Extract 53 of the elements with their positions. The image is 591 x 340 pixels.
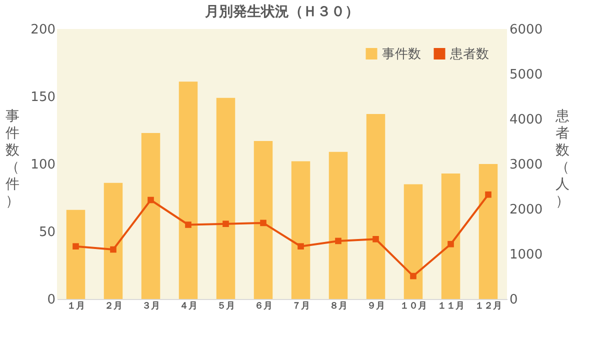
y-tick-label: 50 [38, 225, 56, 240]
point [448, 240, 454, 248]
bar [66, 210, 86, 299]
bar [328, 152, 348, 299]
x-tick-label: １月 [66, 300, 85, 312]
y2-tick-label: 6000 [510, 22, 543, 38]
x-tick-label: ７月 [292, 300, 310, 312]
y2-tick-label: 3000 [510, 158, 543, 172]
x-tick-label: １１月 [437, 300, 464, 312]
point [260, 220, 266, 226]
point [72, 243, 79, 250]
point [410, 272, 416, 280]
y-tick-label: 0 [47, 292, 56, 308]
bar [254, 141, 273, 299]
point [185, 222, 192, 228]
y2-tick-label: 0 [510, 292, 518, 308]
chart-title: 月別発生状況（Ｈ３０） [204, 4, 359, 20]
bar [441, 173, 460, 299]
bar [404, 184, 423, 299]
bar [216, 98, 236, 299]
y2-axis-title: 患者数（人） [554, 108, 570, 210]
point [298, 243, 304, 250]
bar [291, 161, 310, 299]
point [485, 191, 492, 198]
x-tick-label: １０月 [400, 300, 427, 312]
y2-tick-label: 5000 [510, 68, 543, 82]
bar [178, 82, 198, 299]
x-tick-label: ６月 [254, 300, 272, 312]
y2-tick-label: 1000 [510, 248, 543, 262]
legend-label: 事件数 [382, 46, 421, 62]
y-tick-label: 200 [30, 22, 56, 38]
x-tick-label: ５月 [216, 300, 235, 312]
x-tick-label: ９月 [366, 300, 385, 312]
legend-label: 患者数 [449, 46, 489, 62]
x-tick-label: ２月 [104, 300, 122, 312]
bar [104, 182, 123, 299]
y2-tick-label: 4000 [510, 112, 543, 128]
point [110, 246, 116, 253]
y-axis-title: 事件数（件） [6, 108, 20, 210]
bar [366, 114, 386, 299]
bar [141, 132, 160, 299]
y-tick-label: 100 [30, 158, 56, 172]
x-tick-label: １２月 [474, 300, 502, 312]
x-tick-label: ８月 [329, 300, 348, 312]
x-tick-label: ４月 [179, 300, 198, 312]
y-tick-label: 150 [30, 90, 56, 105]
point [148, 196, 154, 204]
point [335, 238, 342, 244]
point [222, 220, 229, 228]
bar [478, 164, 498, 299]
x-tick-label: ３月 [142, 300, 160, 312]
y2-tick-label: 2000 [510, 202, 543, 218]
point [372, 236, 379, 242]
